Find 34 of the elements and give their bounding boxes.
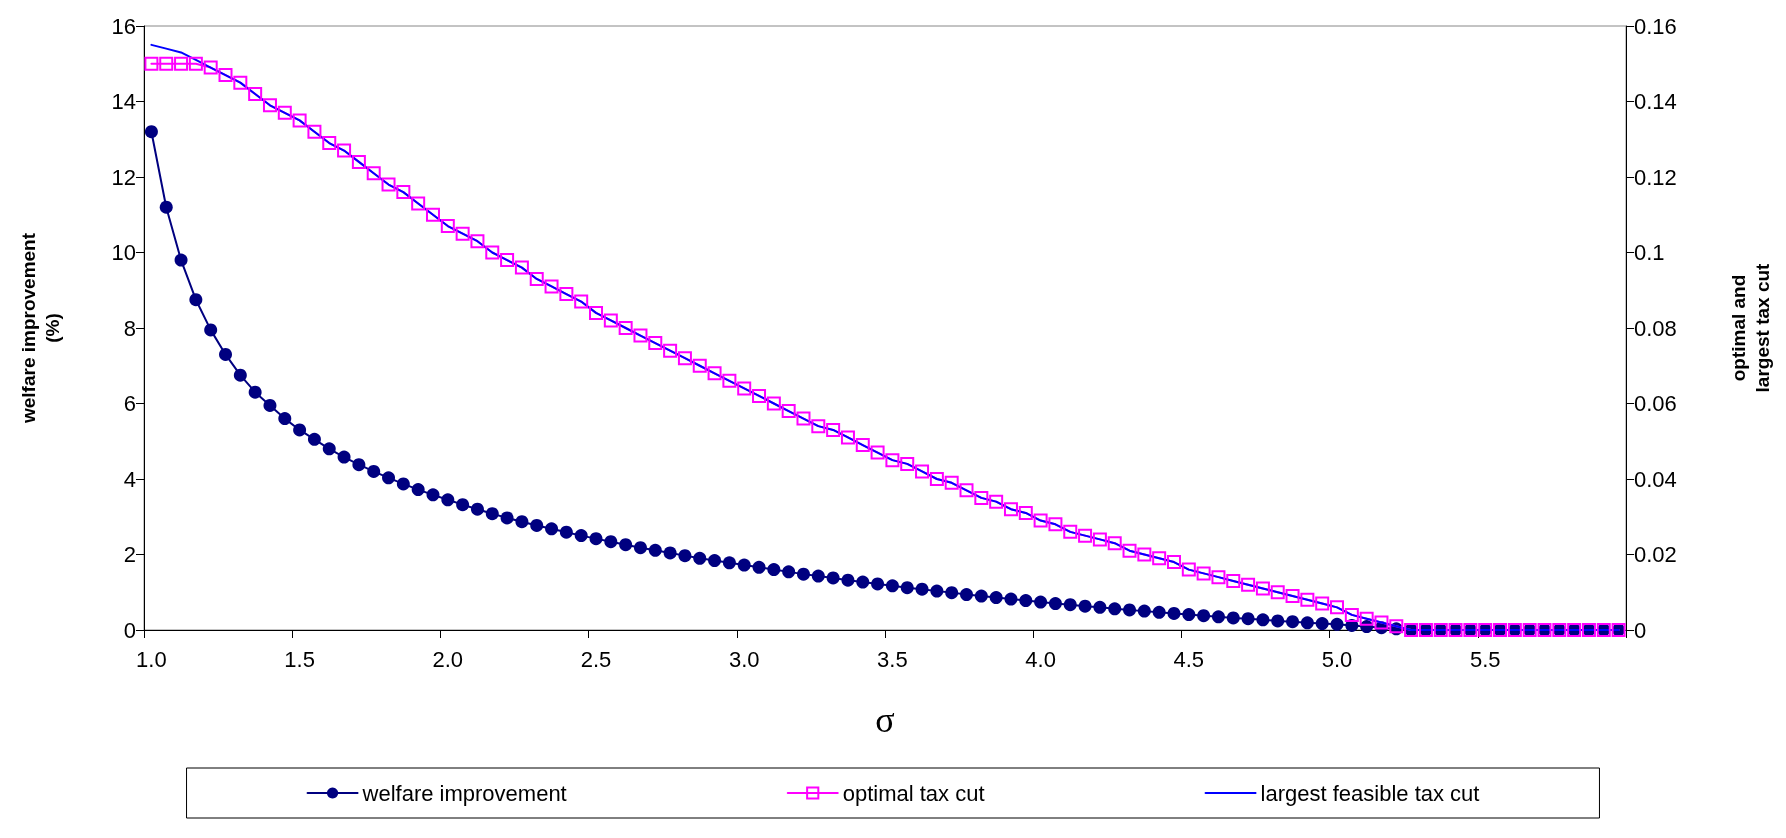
legend-label: optimal tax cut — [842, 780, 985, 806]
x-tick-label: 2.0 — [432, 646, 464, 672]
y-tick-label: 12 — [111, 164, 136, 190]
x-tick-label: 5.0 — [1321, 646, 1353, 672]
y2-tick-label: 0.16 — [1634, 13, 1677, 39]
x-tick-label: 5.5 — [1469, 646, 1501, 672]
y-tick-label: 14 — [111, 89, 136, 114]
y2-tick-label: 0.06 — [1634, 391, 1677, 416]
y-tick-label: 10 — [111, 240, 136, 265]
x-tick-label: 3.0 — [728, 646, 760, 672]
x-tick-label: 4.5 — [1173, 646, 1205, 672]
y-tick-label: 2 — [123, 542, 136, 567]
y2-axis-title: optimal and largest tax cut — [1727, 262, 1773, 393]
x-tick-label: 1.0 — [136, 646, 167, 672]
x-tick-label: 2.5 — [580, 646, 612, 672]
y2-tick-label: 0.14 — [1634, 89, 1677, 114]
y2-tick-label: 0.1 — [1634, 240, 1665, 265]
y-tick-label: 8 — [123, 315, 136, 341]
x-tick-label: 1.5 — [284, 646, 315, 672]
y2-tick-label: 0.12 — [1634, 164, 1677, 190]
y2-tick-label: 0.04 — [1634, 466, 1677, 492]
legend-label: welfare improvement — [361, 780, 567, 806]
y2-tick-label: 0 — [1634, 617, 1647, 643]
y-tick-label: 6 — [123, 391, 136, 416]
x-tick-label: 3.5 — [877, 646, 908, 672]
y-tick-label: 0 — [123, 617, 136, 643]
y2-tick-label: 0.08 — [1634, 315, 1677, 341]
y-tick-label: 4 — [123, 466, 136, 492]
legend-label: largest feasible tax cut — [1260, 780, 1480, 806]
x-axis-title: σ — [875, 700, 895, 740]
x-tick-label: 4.0 — [1025, 646, 1056, 672]
y-axis-title: welfare improvement (%) — [17, 232, 63, 425]
y-tick-label: 16 — [111, 13, 136, 39]
y2-tick-label: 0.02 — [1634, 542, 1677, 567]
